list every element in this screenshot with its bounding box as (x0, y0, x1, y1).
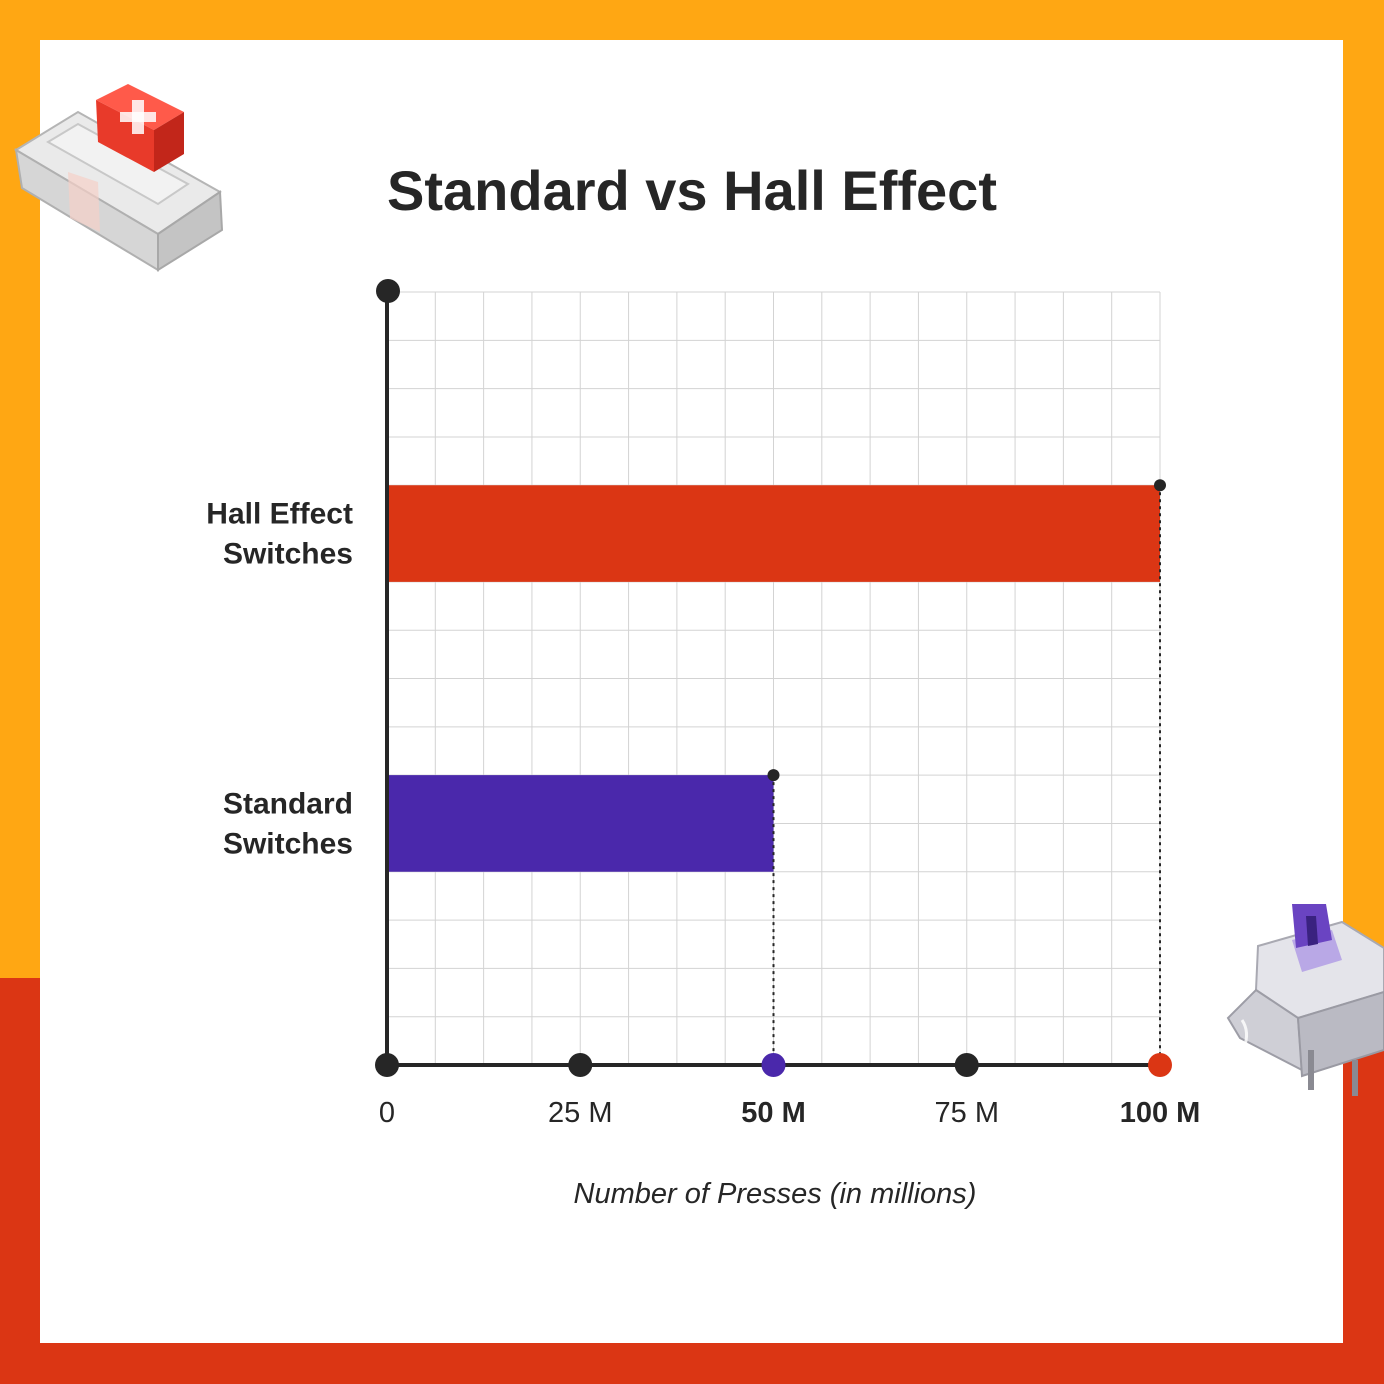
x-tick-label: 100 M (1120, 1097, 1201, 1129)
x-tick-label: 25 M (548, 1097, 612, 1129)
bars (387, 479, 1166, 1065)
x-tick-marker (1148, 1053, 1172, 1077)
grid (387, 291, 1161, 1065)
chart-title: Standard vs Hall Effect (387, 159, 997, 222)
y-axis-end-marker (376, 279, 400, 303)
bar (387, 485, 1160, 582)
bar-end-marker (767, 769, 780, 782)
chart-panel (40, 40, 1343, 1343)
x-tick-marker (568, 1053, 593, 1077)
category-labels: Hall Effect Switches Standard Switches (206, 498, 353, 861)
category-label-line: Standard (223, 787, 353, 820)
bar-end-marker (1154, 479, 1166, 492)
axes (376, 279, 1160, 1067)
x-tick-marker (375, 1053, 399, 1077)
category-label-line: Switches (223, 827, 353, 860)
x-tick-marker (954, 1053, 979, 1077)
purple-key-switch-icon (1226, 904, 1384, 1096)
category-label: Hall Effect Switches (206, 498, 353, 571)
x-tick-label: 75 M (935, 1097, 999, 1129)
x-axis-label: Number of Presses (in millions) (574, 1178, 977, 1210)
category-label-line: Switches (223, 538, 353, 571)
x-tick-label: 50 M (741, 1097, 805, 1129)
category-label-line: Hall Effect (206, 498, 353, 531)
x-tick-label: 0 (379, 1097, 395, 1129)
x-tick-marker (761, 1053, 786, 1077)
category-label: Standard Switches (223, 787, 353, 860)
x-ticks: 0 25 M 50 M 75 M 100 M (375, 1053, 1200, 1129)
bar (387, 775, 774, 872)
red-key-switch-icon (14, 84, 224, 272)
